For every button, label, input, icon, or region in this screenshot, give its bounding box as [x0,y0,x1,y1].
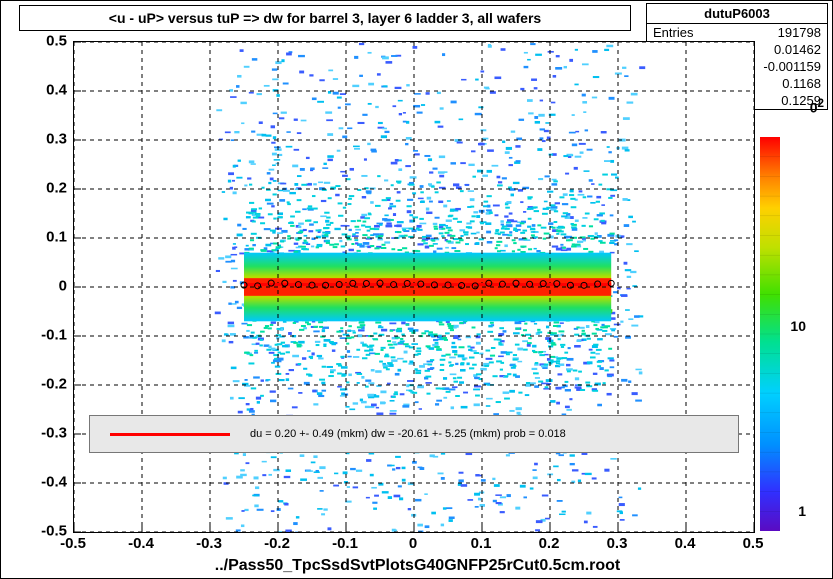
x-tick-label: -0.3 [196,535,222,552]
fit-legend: du = 0.20 +- 0.49 (mkm) dw = -20.61 +- 5… [89,415,739,453]
fit-legend-text: du = 0.20 +- 0.49 (mkm) dw = -20.61 +- 5… [250,428,566,440]
plot-title: <u - uP> versus tuP => dw for barrel 3, … [19,5,631,31]
x-tick-label: 0.2 [539,535,560,552]
x-tick-label: 0.1 [471,535,492,552]
y-tick-label: 0.3 [23,131,67,148]
stats-name: dutuP6003 [647,4,827,24]
plot-svg [74,42,754,532]
x-tick-label: -0.4 [128,535,154,552]
y-tick-label: 0.4 [23,82,67,99]
x-tick-label: 0 [409,535,417,552]
x-tick-label: -0.5 [60,535,86,552]
y-tick-label: 0.1 [23,229,67,246]
root-canvas: <u - uP> versus tuP => dw for barrel 3, … [0,0,833,579]
z-tick-label: 10 [790,318,806,334]
x-axis-label: ../Pass50_TpcSsdSvtPlotsG40GNFP25rCut0.5… [1,557,833,575]
y-tick-label: 0.5 [23,33,67,50]
x-tick-label: 0.3 [607,535,628,552]
plot-area [73,41,755,533]
fit-line-sample [110,433,230,436]
x-tick-label: 0.5 [743,535,764,552]
x-tick-label: 0.4 [675,535,696,552]
y-tick-label: -0.4 [23,474,67,491]
color-bar-svg [760,137,780,531]
y-tick-label: 0 [23,278,67,295]
z-tick-label: 1 [798,503,806,519]
x-tick-label: -0.2 [264,535,290,552]
y-tick-label: 0.2 [23,180,67,197]
z-axis-exp: 02 [810,97,824,116]
color-bar [760,137,780,531]
y-tick-label: -0.3 [23,425,67,442]
x-tick-label: -0.1 [332,535,358,552]
stats-row: Entries191798 [647,24,827,41]
y-tick-label: -0.1 [23,327,67,344]
y-tick-label: -0.2 [23,376,67,393]
